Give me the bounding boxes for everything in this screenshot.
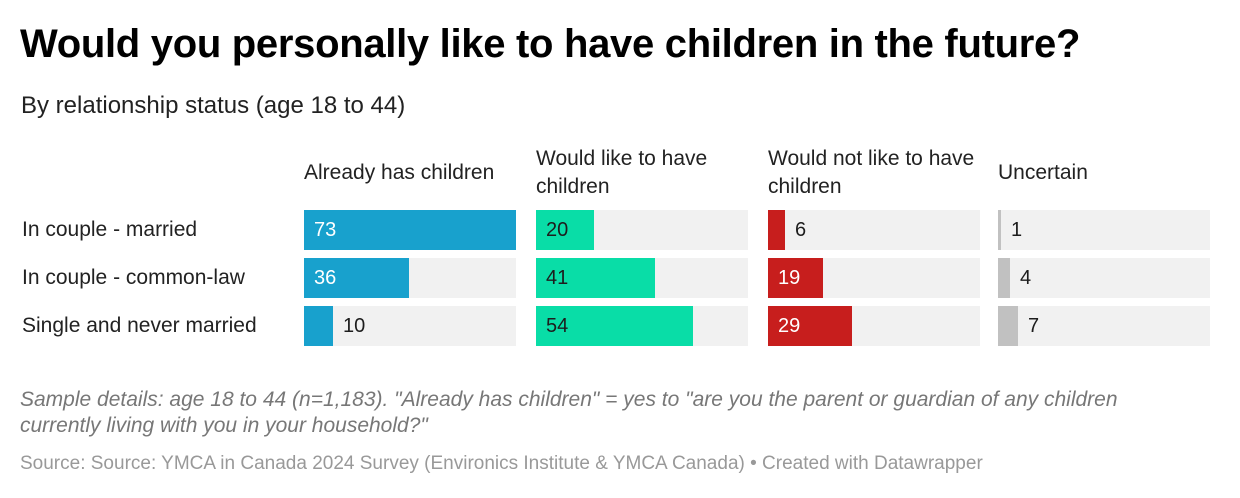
bar-track: 10 — [304, 306, 516, 346]
data-label: 54 — [546, 315, 569, 337]
column-header: Uncertain — [998, 161, 1088, 184]
bar — [998, 210, 1001, 250]
data-label: 7 — [1028, 315, 1040, 337]
bar-track: 73 — [304, 210, 516, 250]
bar-track: 19 — [768, 258, 980, 298]
row-label: Single and never married — [22, 314, 257, 337]
data-label: 10 — [343, 315, 366, 337]
column-header: Already has children — [304, 161, 495, 184]
bar — [768, 210, 785, 250]
bar — [304, 306, 333, 346]
data-label: 20 — [546, 219, 569, 241]
bar-track: 36 — [304, 258, 516, 298]
bar-track: 41 — [536, 258, 748, 298]
chart-notes: Sample details: age 18 to 44 (n=1,183). … — [20, 388, 1118, 437]
bar-track: 1 — [998, 210, 1210, 250]
bar — [768, 306, 852, 346]
column-header: Would like to have children — [536, 147, 708, 198]
row-label: In couple - common-law — [22, 266, 245, 289]
bar — [536, 306, 693, 346]
bar — [998, 306, 1018, 346]
column-header: Would not like to have children — [768, 147, 975, 198]
data-label: 36 — [314, 267, 337, 289]
bar — [536, 210, 594, 250]
data-label: 19 — [778, 267, 801, 289]
bar — [998, 258, 1010, 298]
chart-subtitle: By relationship status (age 18 to 44) — [21, 92, 406, 119]
bar — [768, 258, 823, 298]
data-label: 1 — [1011, 219, 1023, 241]
chart-title: Would you personally like to have childr… — [20, 22, 1081, 66]
bar-track: 6 — [768, 210, 980, 250]
bar-track: 54 — [536, 306, 748, 346]
bar-track: 7 — [998, 306, 1210, 346]
data-label: 29 — [778, 315, 801, 337]
bar-track: 20 — [536, 210, 748, 250]
bar-track: 29 — [768, 306, 980, 346]
data-label: 4 — [1020, 267, 1032, 289]
bar — [536, 258, 655, 298]
row-label: In couple - married — [22, 218, 198, 241]
data-label: 41 — [546, 267, 569, 289]
bar — [304, 210, 516, 250]
data-label: 6 — [795, 219, 807, 241]
bar-track: 4 — [998, 258, 1210, 298]
data-label: 73 — [314, 219, 337, 241]
bar — [304, 258, 409, 298]
chart-source: Source: Source: YMCA in Canada 2024 Surv… — [20, 453, 983, 474]
